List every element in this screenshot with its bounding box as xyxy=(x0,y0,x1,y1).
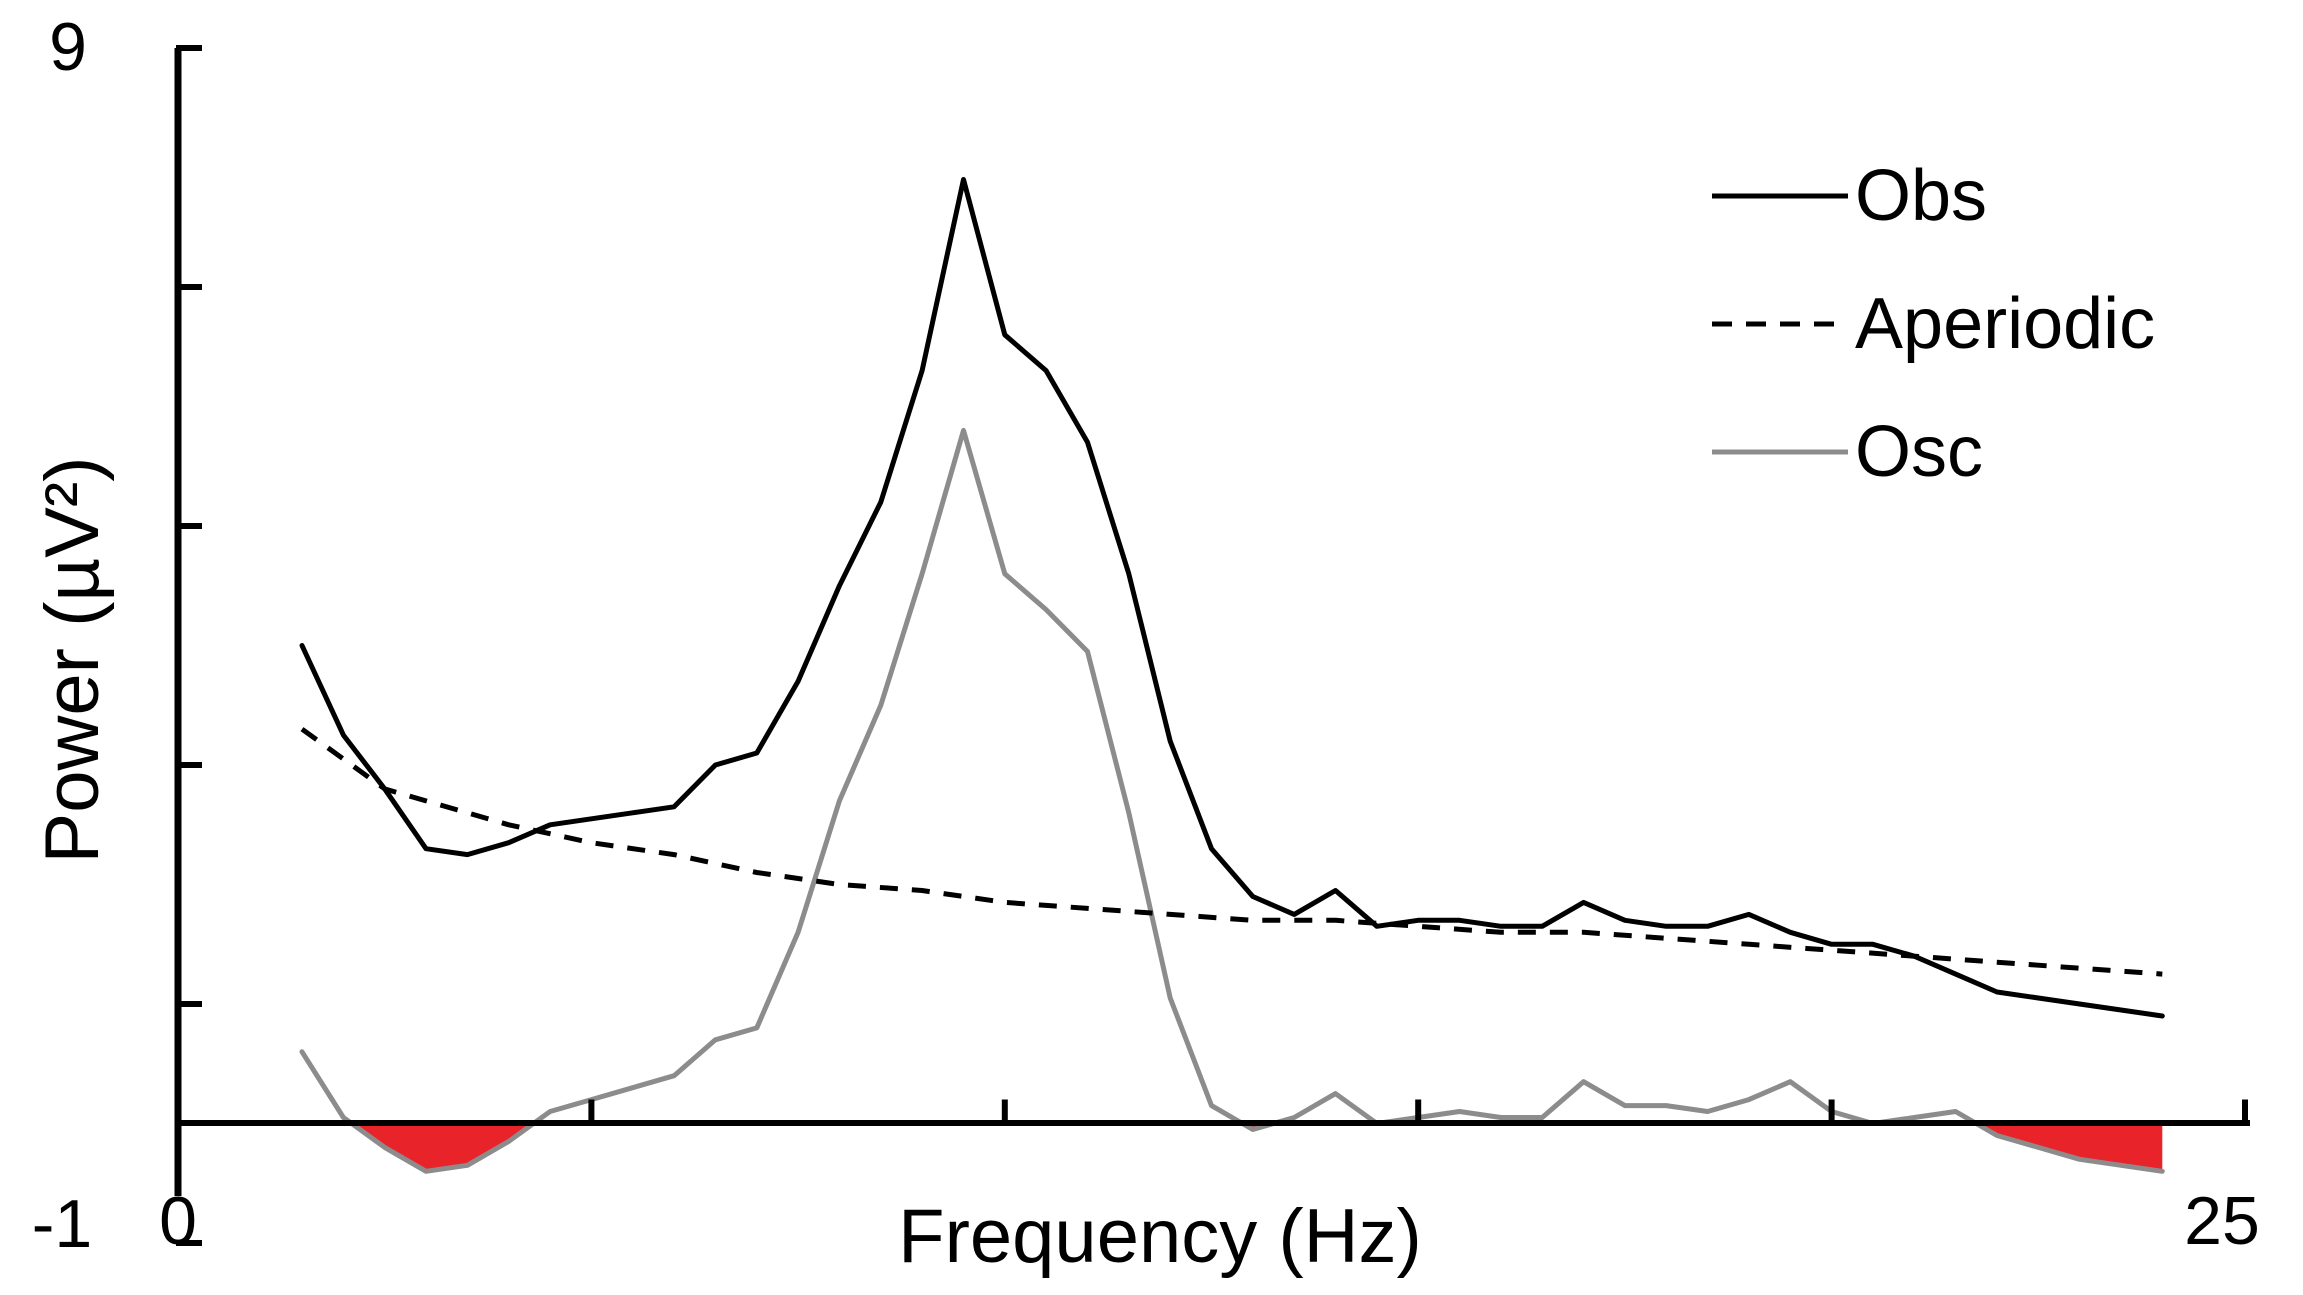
y-axis-ticks xyxy=(176,45,202,1246)
series-lines xyxy=(299,177,2165,1174)
series-line-osc xyxy=(299,427,2165,1174)
negative-fill-0 xyxy=(351,1123,534,1172)
legend-label-osc: Osc xyxy=(1855,412,1983,492)
legend-label-obs: Obs xyxy=(1855,156,1987,236)
series-line-obs xyxy=(299,177,2165,1019)
y-tick-label-bottom: -1 xyxy=(32,1186,92,1262)
negative-fill-2 xyxy=(1976,1123,2163,1172)
y-axis-title: Power (µV²) xyxy=(30,457,115,864)
y-tick-label-top: 9 xyxy=(49,9,87,85)
x-tick-label-end: 25 xyxy=(2184,1183,2260,1259)
x-tick-label-start: 0 xyxy=(159,1183,197,1259)
x-axis-title: Frequency (Hz) xyxy=(898,1194,1422,1279)
series-line-aperiodic xyxy=(300,727,2163,977)
legend-label-aperiodic: Aperiodic xyxy=(1855,284,2155,364)
legend: Obs Aperiodic Osc xyxy=(1712,156,2155,492)
x-axis-ticks xyxy=(175,1099,2248,1126)
